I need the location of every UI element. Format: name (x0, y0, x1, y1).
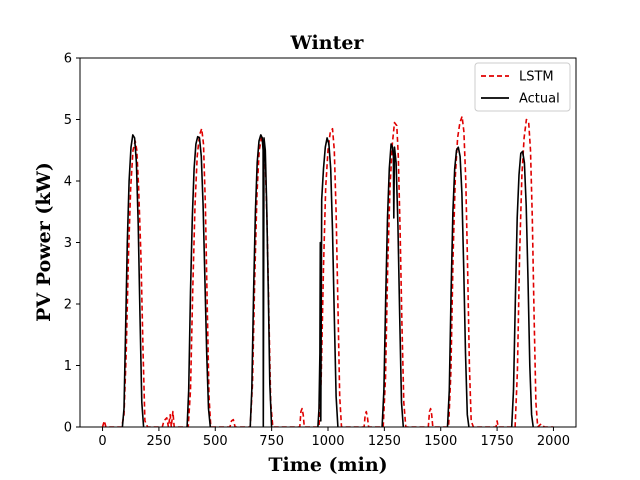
x-axis: 0 250 500 750 1000 1250 1500 1750 2000 (98, 427, 570, 449)
y-tick-label: 6 (64, 52, 72, 67)
series-line-actual-6 (510, 150, 534, 427)
chart-title: Winter (290, 32, 365, 54)
y-tick-label: 3 (64, 236, 72, 251)
x-axis-label: Time (min) (268, 454, 387, 476)
x-tick-label: 1000 (311, 434, 344, 449)
x-tick-label: 2000 (537, 434, 570, 449)
series-line-actual-0 (121, 134, 145, 427)
x-tick-label: 250 (146, 434, 171, 449)
series-line-actual-3 (317, 137, 339, 427)
y-tick-label: 4 (64, 175, 72, 190)
legend: LSTM Actual (474, 62, 571, 112)
y-axis-label: PV Power (kW) (33, 162, 55, 322)
x-tick-label: 1750 (481, 434, 514, 449)
legend-box (474, 62, 571, 112)
plot-area (79, 57, 577, 428)
x-tick-label: 0 (98, 434, 106, 449)
legend-label-actual: Actual (519, 92, 560, 107)
series-line-actual-2 (249, 134, 273, 427)
y-tick-label: 1 (64, 359, 72, 374)
x-tick-label: 1250 (368, 434, 401, 449)
x-tick-label: 1500 (424, 434, 457, 449)
legend-label-lstm: LSTM (519, 70, 554, 85)
series-line-actual-4 (381, 143, 405, 427)
y-tick-label: 0 (64, 421, 72, 436)
y-tick-label: 5 (64, 113, 72, 128)
series-line-actual-5 (446, 146, 470, 427)
series-line-actual-1 (186, 135, 212, 427)
y-tick-label: 2 (64, 298, 72, 313)
x-tick-label: 500 (203, 434, 228, 449)
y-axis: 0 1 2 3 4 5 6 (64, 52, 80, 436)
series-line-lstm-0 (101, 115, 554, 427)
x-tick-label: 750 (259, 434, 284, 449)
